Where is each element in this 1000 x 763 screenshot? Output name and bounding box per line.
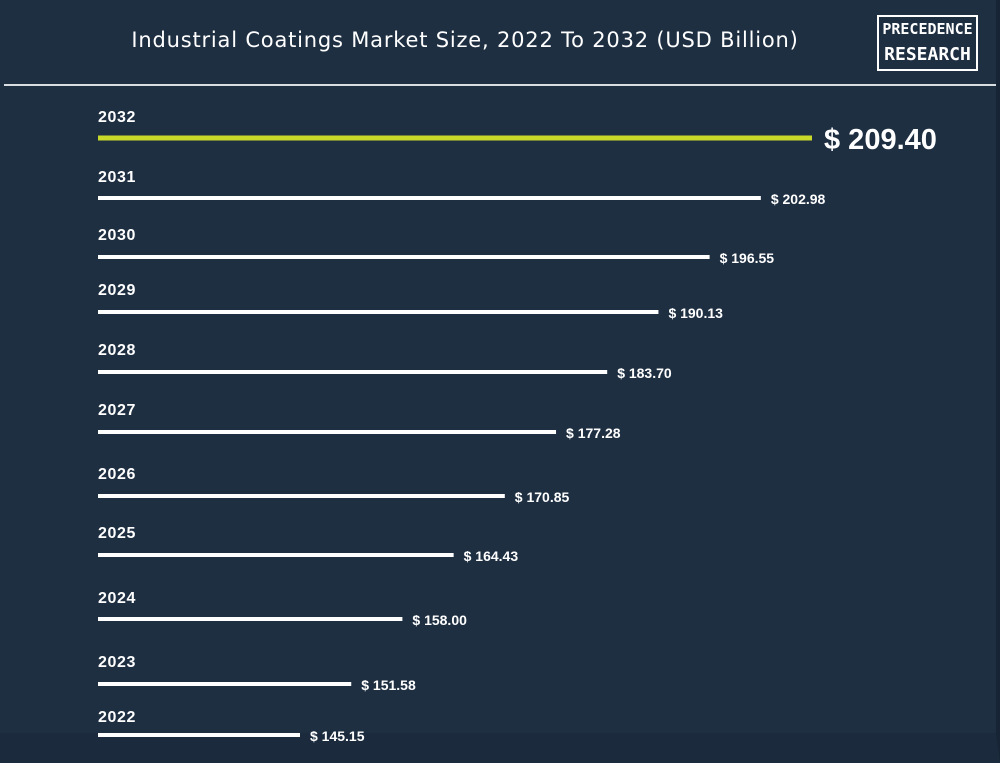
value-label-2024: $ 158.00 bbox=[412, 612, 467, 628]
value-label-2031: $ 202.98 bbox=[771, 191, 826, 207]
year-label-2026: 2026 bbox=[98, 466, 136, 483]
value-label-2026: $ 170.85 bbox=[515, 489, 570, 505]
year-label-2032: 2032 bbox=[98, 109, 136, 126]
year-label-2028: 2028 bbox=[98, 342, 136, 359]
year-label-2025: 2025 bbox=[98, 525, 136, 542]
value-label-2022: $ 145.15 bbox=[310, 728, 365, 744]
bar-2026 bbox=[98, 494, 505, 498]
year-label-2030: 2030 bbox=[98, 227, 136, 244]
year-label-2031: 2031 bbox=[98, 169, 136, 186]
logo-line-1: PRECEDENCE bbox=[882, 20, 973, 38]
year-label-2027: 2027 bbox=[98, 402, 136, 419]
value-label-2027: $ 177.28 bbox=[566, 425, 621, 441]
brand-logo: PRECEDENCE RESEARCH bbox=[877, 15, 978, 71]
header-divider bbox=[4, 84, 996, 86]
value-label-2025: $ 164.43 bbox=[464, 548, 519, 564]
year-label-2029: 2029 bbox=[98, 282, 136, 299]
chart-title: Industrial Coatings Market Size, 2022 To… bbox=[131, 28, 799, 52]
bar-2023 bbox=[98, 682, 352, 686]
bar-2031 bbox=[98, 196, 761, 200]
year-label-2023: 2023 bbox=[98, 654, 136, 671]
bar-2024 bbox=[98, 617, 403, 621]
bar-2028 bbox=[98, 370, 608, 374]
year-label-2022: 2022 bbox=[98, 709, 136, 726]
bar-2025 bbox=[98, 553, 454, 557]
value-label-2029: $ 190.13 bbox=[668, 305, 723, 321]
value-label-2030: $ 196.55 bbox=[720, 250, 775, 266]
bar-2030 bbox=[98, 255, 710, 259]
bar-2027 bbox=[98, 430, 557, 434]
value-label-2032: $ 209.40 bbox=[824, 124, 937, 156]
bar-2032 bbox=[98, 135, 812, 141]
bar-2029 bbox=[98, 310, 659, 314]
bar-2022 bbox=[98, 733, 300, 737]
year-label-2024: 2024 bbox=[98, 590, 136, 607]
logo-line-2: RESEARCH bbox=[884, 44, 971, 65]
value-label-2023: $ 151.58 bbox=[361, 677, 416, 693]
value-label-2028: $ 183.70 bbox=[617, 365, 672, 381]
